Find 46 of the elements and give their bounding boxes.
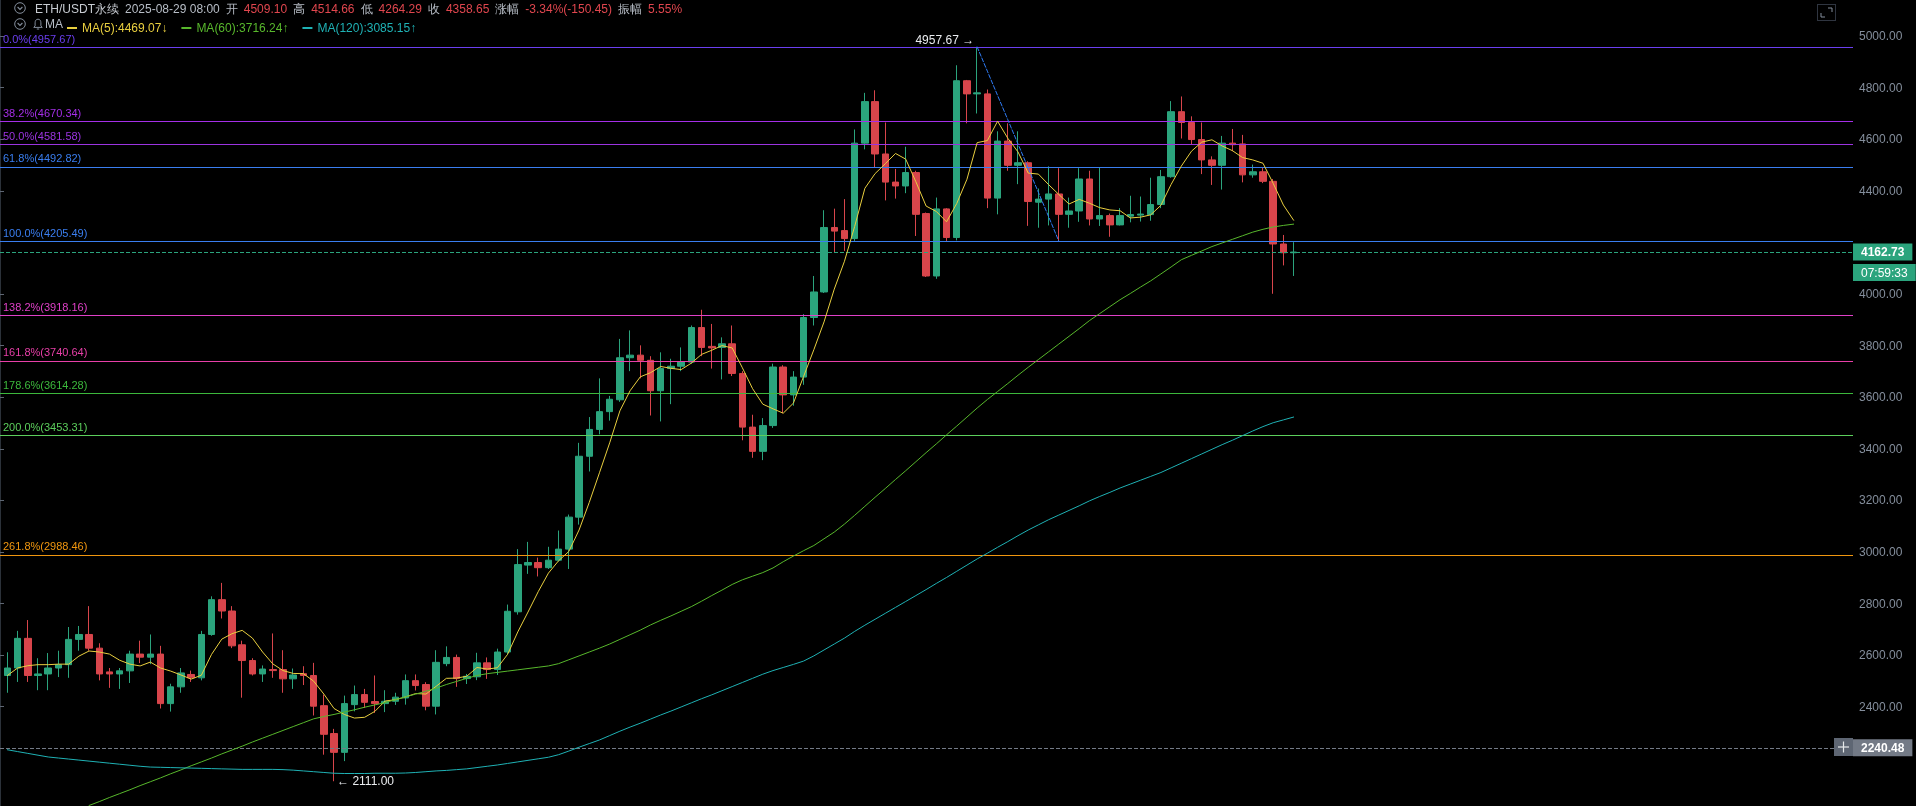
annotation: -3.34%(-150.45) bbox=[525, 2, 613, 16]
annotation: 高 bbox=[293, 2, 306, 16]
ref-line-label: 161.8%(3740.64) bbox=[3, 346, 88, 359]
y-tick-label: 4600.00 bbox=[1859, 132, 1903, 147]
annotation: 5.55% bbox=[648, 2, 683, 16]
annotation: 低 bbox=[360, 2, 373, 16]
y-tick-label: 5000.00 bbox=[1859, 29, 1903, 44]
ref-line-label: 0.0%(4957.67) bbox=[3, 32, 76, 45]
y-tick-label: 3000.00 bbox=[1859, 544, 1903, 559]
y-tick-label: 2600.00 bbox=[1859, 648, 1903, 663]
ref-line-label: 100.0%(4205.49) bbox=[3, 226, 88, 239]
annotation: 4264.29 bbox=[378, 2, 422, 16]
chart-title: ETH/USDT永续 bbox=[35, 2, 119, 16]
annotation: 4514.66 bbox=[311, 2, 355, 16]
legend-label: MA(60):3716.24↑ bbox=[196, 21, 289, 35]
y-tick-label: 2800.00 bbox=[1859, 596, 1903, 611]
annotation: 开 bbox=[225, 2, 238, 16]
y-tick-label: 3800.00 bbox=[1859, 338, 1903, 353]
text: ← 2111.00 bbox=[337, 774, 394, 789]
ref-line-label: 4162.73 bbox=[1861, 245, 1905, 260]
text: 4957.67 → bbox=[915, 33, 975, 48]
y-tick-label: 2400.00 bbox=[1859, 699, 1903, 714]
ref-line-label: 138.2%(3918.16) bbox=[3, 300, 88, 313]
annotation: 收 bbox=[427, 2, 440, 16]
y-tick-label: 4800.00 bbox=[1859, 80, 1903, 95]
ref-line-label: 50.0%(4581.58) bbox=[3, 129, 82, 142]
text: 07:59:33 bbox=[1861, 266, 1909, 281]
ref-line-label: 200.0%(3453.31) bbox=[3, 420, 88, 433]
y-tick-label: 4000.00 bbox=[1859, 287, 1903, 302]
legend-title: MA bbox=[45, 17, 63, 31]
annotation: 4509.10 bbox=[243, 2, 288, 16]
annotation: 涨幅 bbox=[495, 2, 520, 16]
legend-label: MA(5):4469.07↓ bbox=[82, 21, 168, 35]
y-tick-label: 4400.00 bbox=[1859, 183, 1903, 198]
ref-line-label: 2240.48 bbox=[1861, 740, 1905, 755]
y-tick-label: 3400.00 bbox=[1859, 441, 1903, 456]
ref-line-label: 261.8%(2988.46) bbox=[3, 540, 88, 553]
chart-subtitle: 2025-08-29 08:00 bbox=[125, 2, 220, 16]
ref-line-label: 61.8%(4492.82) bbox=[3, 152, 82, 165]
legend-label: MA(120):3085.15↑ bbox=[317, 21, 417, 35]
annotation: 振幅 bbox=[618, 2, 643, 16]
ref-line-label: 38.2%(4670.34) bbox=[3, 106, 82, 119]
y-tick-label: 3600.00 bbox=[1859, 390, 1903, 405]
ref-line-label: 178.6%(3614.28) bbox=[3, 379, 88, 392]
y-tick-label: 3200.00 bbox=[1859, 493, 1903, 508]
annotation: 4358.65 bbox=[445, 2, 490, 16]
